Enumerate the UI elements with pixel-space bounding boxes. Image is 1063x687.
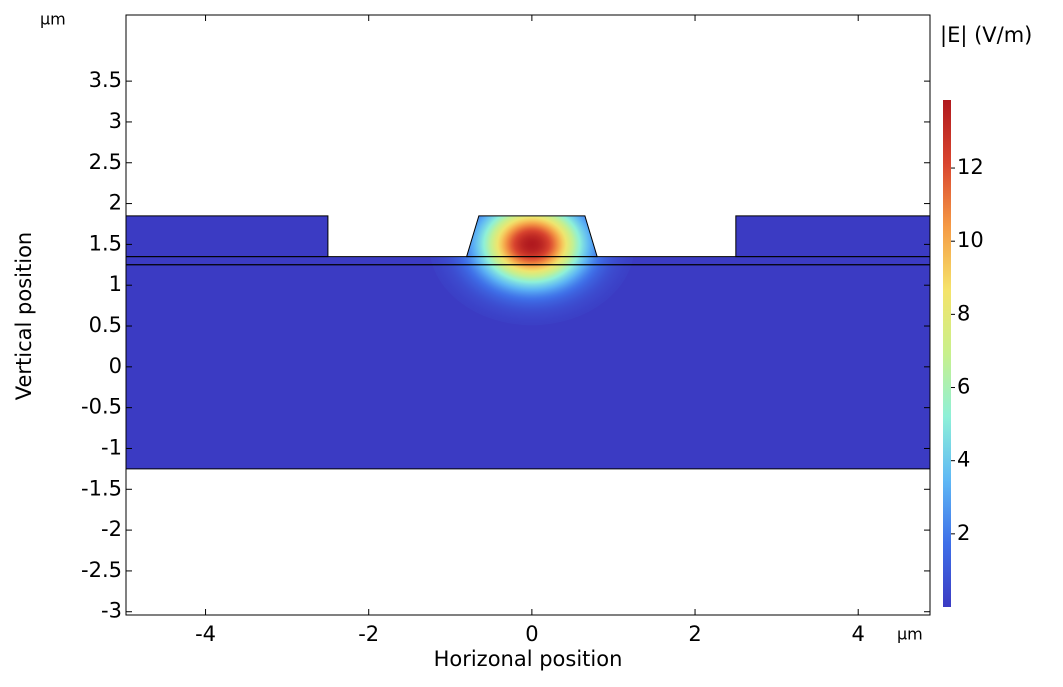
colorbar-tick-label: 8 bbox=[957, 301, 970, 325]
y-tick-label: 1.5 bbox=[89, 231, 122, 255]
y-tick-label: 3 bbox=[109, 109, 122, 133]
y-tick-label: -2.5 bbox=[81, 558, 122, 582]
colorbar-title: |E| (V/m) bbox=[940, 23, 1032, 48]
y-tick-label: 3.5 bbox=[89, 68, 122, 92]
field-mode bbox=[429, 215, 635, 326]
region-outline bbox=[125, 215, 329, 258]
region-outline bbox=[735, 215, 931, 258]
x-tick-label: -4 bbox=[195, 622, 216, 646]
y-tick-label: 1 bbox=[109, 272, 122, 296]
colorbar-tick-label: 12 bbox=[957, 155, 984, 179]
y-tick-label: 0.5 bbox=[89, 313, 122, 337]
colorbar bbox=[943, 100, 951, 607]
x-tick-label: 0 bbox=[525, 622, 538, 646]
region bbox=[735, 215, 930, 257]
region-outline bbox=[465, 215, 598, 258]
colorbar-tick-label: 4 bbox=[957, 448, 970, 472]
colorbar-tick-label: 6 bbox=[957, 375, 970, 399]
y-axis-title: Vertical position bbox=[12, 232, 36, 400]
x-tick-label: 2 bbox=[688, 622, 701, 646]
x-unit: µm bbox=[897, 625, 923, 644]
y-tick-label: 2.5 bbox=[89, 150, 122, 174]
y-tick-label: -1 bbox=[101, 435, 122, 459]
region bbox=[126, 215, 328, 257]
y-tick-label: 0 bbox=[109, 354, 122, 378]
y-tick-label: -2 bbox=[101, 517, 122, 541]
y-tick-label: -1.5 bbox=[81, 476, 122, 500]
y-tick-label: 2 bbox=[109, 191, 122, 215]
colorbar-tick-label: 10 bbox=[957, 228, 984, 252]
y-tick-label: -3 bbox=[101, 599, 122, 623]
x-axis-title: Horizonal position bbox=[434, 647, 623, 671]
y-tick-label: -0.5 bbox=[81, 395, 122, 419]
colorbar-tick-label: 2 bbox=[957, 521, 970, 545]
x-tick-label: 4 bbox=[852, 622, 865, 646]
region bbox=[126, 264, 930, 469]
y-unit: µm bbox=[40, 10, 66, 29]
x-tick-label: -2 bbox=[358, 622, 379, 646]
